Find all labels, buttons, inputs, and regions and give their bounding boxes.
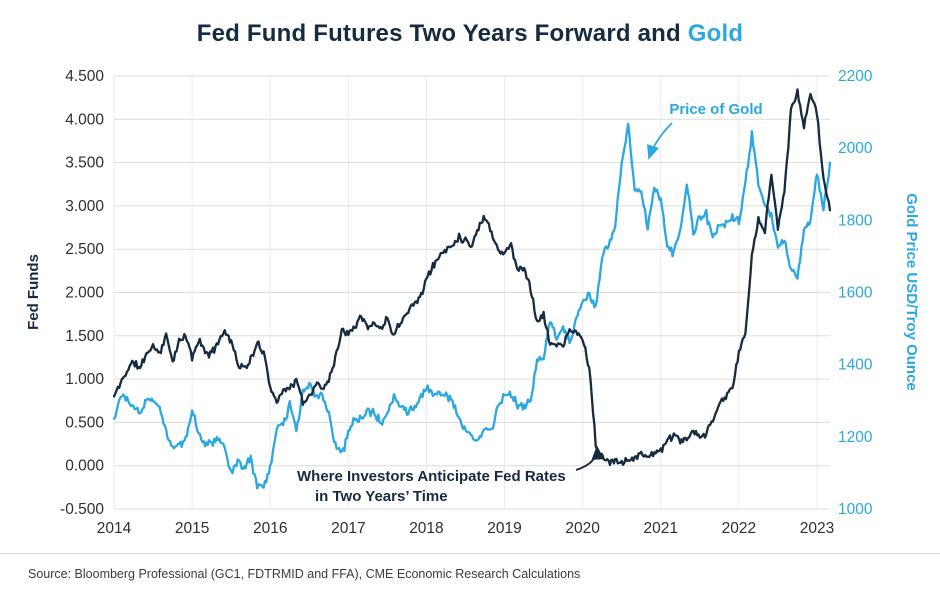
x-axis-tick-label: 2021 [644, 520, 678, 537]
left-axis-tick-label: -0.500 [60, 501, 104, 518]
fed-annotation-arrow [575, 445, 605, 471]
left-axis-tick-label: 2.500 [65, 241, 104, 258]
right-axis-tick-label: 1000 [838, 501, 873, 518]
right-axis-title: Gold Price USD/Troy Ounce [903, 193, 920, 391]
gold-annotation-label: Price of Gold [669, 101, 762, 118]
fed-annotation-line1: Where Investors Anticipate Fed Rates [297, 468, 566, 485]
x-axis-tick-label: 2023 [800, 520, 834, 537]
left-axis-tick-label: 0.500 [65, 414, 104, 431]
right-axis-tick-label: 1800 [838, 212, 873, 229]
chart-title: Fed Fund Futures Two Years Forward and G… [0, 20, 940, 48]
left-axis-tick-label: 2.000 [65, 285, 104, 302]
series-lines [112, 88, 832, 490]
x-axis-tick-label: 2020 [565, 520, 600, 537]
x-axis-tick-label: 2014 [97, 520, 132, 537]
x-axis-tick-label: 2017 [331, 520, 365, 537]
left-axis-tick-label: 0.000 [65, 458, 104, 475]
series-line-blue [112, 122, 832, 490]
left-axis-tick-label: 4.000 [65, 111, 104, 128]
x-axis-tick-label: 2015 [175, 520, 209, 537]
chart-title-gold-word: Gold [687, 20, 744, 47]
footer: Source: Bloomberg Professional (GC1, FDT… [0, 553, 940, 600]
right-axis-tick-label: 2000 [838, 140, 873, 157]
series-line-navy [112, 88, 832, 467]
fed-annotation-line2: in Two Years’ Time [315, 488, 448, 505]
chart-canvas: 4.500 4.000 3.500 3.000 2.500 2.000 1.500 1.000… [25, 68, 920, 537]
right-axis-tick-label: 1200 [838, 429, 873, 446]
right-axis-tick-label: 1400 [838, 357, 873, 374]
gridlines [113, 75, 830, 510]
left-axis-tick-label: 1.000 [65, 371, 104, 388]
left-axis-tick-label: 4.500 [65, 68, 104, 85]
left-axis-tick-label: 3.000 [65, 198, 104, 215]
x-axis-tick-label: 2018 [409, 520, 443, 537]
left-axis-tick-labels: 4.500 4.000 3.500 3.000 2.500 2.000 1.500 1.000… [60, 68, 104, 518]
source-text: Source: Bloomberg Professional (GC1, FDT… [28, 567, 581, 581]
x-axis-tick-label: 2022 [722, 520, 756, 537]
right-axis-tick-label: 2200 [838, 68, 873, 85]
chart-title-main: Fed Fund Futures Two Years Forward and [196, 20, 688, 47]
x-axis-tick-labels: 2014 2015 2016 2017 2018 2019 2020 2021 2022 2023 [97, 520, 834, 537]
right-axis-tick-labels: 2200 2000 1800 1600 1400 1200 1000 [838, 68, 873, 518]
left-axis-tick-label: 1.500 [65, 328, 104, 345]
x-axis-tick-label: 2016 [253, 520, 287, 537]
left-axis-title: Fed Funds [25, 254, 42, 330]
left-axis-tick-label: 3.500 [65, 155, 104, 172]
right-axis-tick-label: 1600 [838, 285, 873, 302]
x-axis-tick-label: 2019 [487, 520, 521, 537]
gold-annotation-arrow [647, 122, 673, 160]
